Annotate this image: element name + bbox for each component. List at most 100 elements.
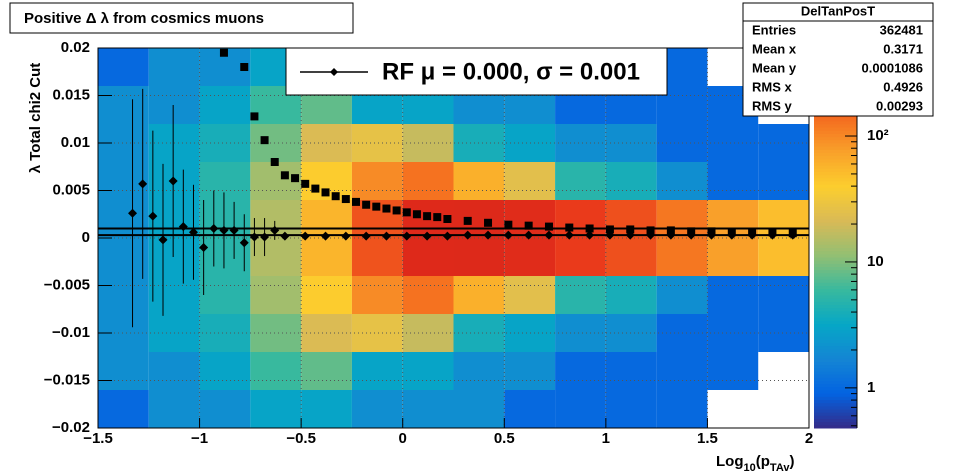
colorbar-segment xyxy=(814,333,857,337)
colorbar-segment xyxy=(814,396,857,400)
colorbar-segment xyxy=(814,266,857,271)
heatmap-cell xyxy=(301,238,352,276)
marker xyxy=(463,216,472,225)
marker xyxy=(727,230,737,240)
colorbar-segment xyxy=(814,200,857,204)
marker xyxy=(301,179,310,188)
marker xyxy=(666,230,676,240)
colorbar-segment xyxy=(814,203,857,207)
heatmap-cell xyxy=(148,352,200,390)
stats-value: 0.00293 xyxy=(876,98,923,113)
heatmap-cell xyxy=(250,276,302,314)
colorbar-segment xyxy=(814,317,857,321)
marker xyxy=(706,230,716,240)
heatmap-cell xyxy=(351,276,403,314)
heatmap-cell xyxy=(148,238,200,276)
stats-value: 0.3171 xyxy=(883,41,923,56)
heatmap-cell xyxy=(351,162,403,200)
stats-key: Mean y xyxy=(752,60,797,75)
colorbar-segment xyxy=(814,424,857,429)
colorbar-segment xyxy=(814,279,857,283)
stats-key: Mean x xyxy=(752,41,797,56)
chart-title: Positive Δ λ from cosmics muons xyxy=(24,10,264,27)
x-axis-label: Log10(pTAv) xyxy=(716,453,794,474)
heatmap-cell xyxy=(504,390,556,428)
colorbar-segment xyxy=(814,336,857,340)
heatmap-cell xyxy=(199,124,251,162)
heatmap-cell xyxy=(555,314,606,352)
colorbar-segment xyxy=(814,190,857,195)
heatmap-cell xyxy=(250,124,302,162)
marker xyxy=(361,231,371,241)
marker xyxy=(788,230,798,240)
colorbar-segment xyxy=(814,206,857,210)
legend-marker xyxy=(330,68,338,76)
heatmap-cell xyxy=(707,124,759,162)
heatmap-cell xyxy=(98,162,149,200)
heatmap-cell xyxy=(758,238,809,276)
heatmap-cell xyxy=(250,238,302,276)
marker xyxy=(199,243,209,252)
y-tick-label: −0.005 xyxy=(44,276,90,293)
marker xyxy=(504,220,513,229)
x-tick-label: 0 xyxy=(399,430,407,447)
heatmap-cell xyxy=(707,238,759,276)
marker xyxy=(747,230,757,240)
heatmap-cell xyxy=(453,200,505,238)
colorbar-segment xyxy=(814,371,857,375)
colorbar-segment xyxy=(814,412,857,416)
heatmap-cell xyxy=(301,352,352,390)
heatmap-cell xyxy=(301,200,352,238)
marker xyxy=(291,174,300,183)
colorbar-segment xyxy=(814,184,857,188)
heatmap-cell xyxy=(605,314,657,352)
colorbar-segment xyxy=(814,399,857,404)
marker xyxy=(605,230,615,240)
marker xyxy=(188,227,198,237)
colorbar-segment xyxy=(814,130,857,134)
marker xyxy=(280,171,289,180)
colorbar-segment xyxy=(814,320,857,324)
marker xyxy=(341,195,350,204)
colorbar-segment xyxy=(814,345,857,350)
stats-value: 0.4926 xyxy=(883,79,923,94)
x-label-part: (p xyxy=(756,453,770,470)
heatmap-cell xyxy=(98,200,149,238)
marker xyxy=(524,221,533,230)
colorbar-segment xyxy=(814,301,857,305)
colorbar-segment xyxy=(814,272,857,277)
z-tick-label: 10² xyxy=(867,127,889,144)
heatmap-cell xyxy=(656,352,708,390)
colorbar-segment xyxy=(814,291,857,296)
colorbar-segment xyxy=(814,298,857,302)
heatmap-cell xyxy=(199,390,251,428)
colorbar-segment xyxy=(814,247,857,252)
colorbar-segment xyxy=(814,405,857,410)
colorbar-segment xyxy=(814,358,857,362)
colorbar-segment xyxy=(814,196,857,201)
marker xyxy=(767,230,777,240)
colorbar-segment xyxy=(814,244,857,248)
colorbar-segment xyxy=(814,361,857,366)
heatmap-cell xyxy=(250,352,302,390)
heatmap-cell xyxy=(98,276,149,314)
marker xyxy=(443,215,452,223)
x-tick-label: −1 xyxy=(191,430,208,447)
marker xyxy=(280,231,290,241)
heatmap-cell xyxy=(656,390,708,428)
marker xyxy=(260,136,269,145)
heatmap-cell xyxy=(199,276,251,314)
stats-value: 0.0001086 xyxy=(862,60,923,75)
heatmap-cell xyxy=(605,238,657,276)
marker xyxy=(484,218,493,227)
colorbar-segment xyxy=(814,374,857,378)
colorbar-segment xyxy=(814,168,857,172)
x-tick-label: 1 xyxy=(602,430,610,447)
colorbar-segment xyxy=(814,127,857,131)
heatmap-cell xyxy=(199,352,251,390)
marker xyxy=(585,230,595,240)
legend-label: RF μ = 0.000, σ = 0.001 xyxy=(382,58,640,85)
colorbar-segment xyxy=(814,364,857,369)
colorbar-segment xyxy=(814,304,857,309)
